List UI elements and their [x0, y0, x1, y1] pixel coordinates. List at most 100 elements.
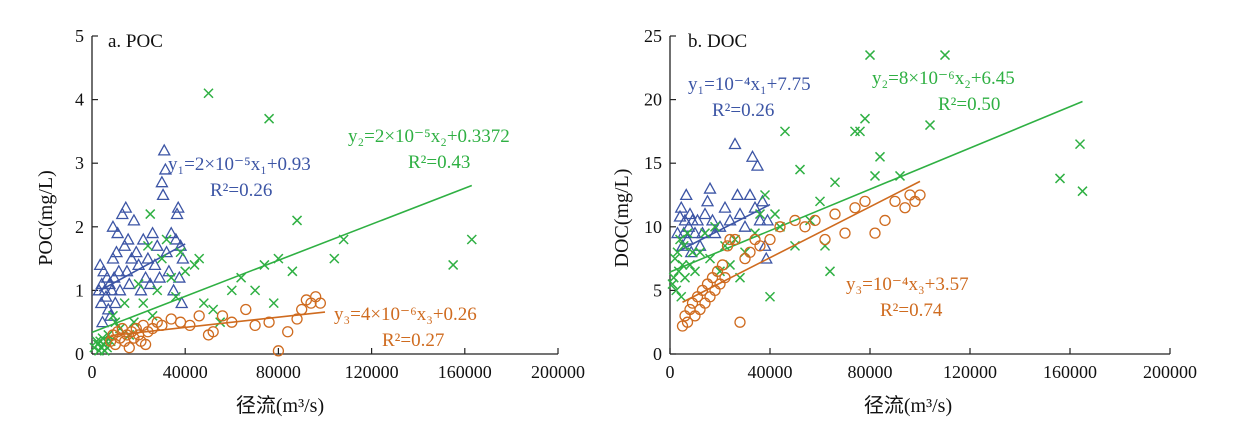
data-point	[166, 272, 177, 283]
data-point	[314, 297, 326, 309]
data-point	[764, 233, 776, 246]
x-tick-label: 80000	[256, 362, 301, 382]
data-point	[148, 258, 162, 271]
data-point	[869, 170, 881, 181]
x-tick-label: 0	[666, 362, 675, 382]
data-point	[296, 303, 308, 316]
data-point	[694, 247, 706, 258]
data-point	[118, 239, 132, 251]
data-point	[145, 226, 160, 239]
y-tick-label: 3	[75, 153, 84, 173]
data-point	[145, 209, 156, 220]
data-point	[703, 181, 717, 194]
data-point	[165, 313, 177, 325]
data-point	[171, 200, 185, 213]
equation-doc-series2-line2: R²=0.50	[938, 94, 1000, 115]
data-point	[754, 209, 766, 220]
data-point	[690, 213, 705, 226]
data-point	[681, 316, 694, 328]
data-point	[264, 113, 275, 124]
data-point	[263, 316, 275, 328]
x-tick-label: 160000	[1043, 362, 1097, 382]
data-point	[143, 277, 157, 290]
fit-line-series2-poc	[91, 184, 473, 334]
data-point	[138, 298, 149, 309]
data-point	[161, 234, 172, 245]
y-tick-label: 1	[75, 280, 84, 300]
axes-poc: 0 1 2 3 4 5 0 40000 80000 120000 160000 200000	[75, 26, 585, 382]
data-point	[769, 209, 781, 220]
marks-poc	[89, 88, 477, 357]
data-point	[272, 345, 285, 357]
data-point	[669, 253, 681, 264]
data-point	[699, 297, 711, 309]
data-point	[176, 251, 190, 264]
data-point	[708, 226, 722, 239]
data-point	[759, 189, 771, 201]
equation-doc-series1-line1: y₁=10⁻⁴x₁+7.75	[688, 74, 811, 95]
data-point	[169, 232, 183, 245]
data-point	[203, 88, 214, 99]
data-point	[709, 221, 721, 232]
data-point	[127, 213, 141, 226]
data-point	[115, 207, 129, 220]
data-point	[207, 326, 219, 338]
panel-title-poc: a. POC	[108, 31, 163, 52]
y-tick-label: 0	[653, 344, 662, 364]
data-point	[809, 214, 821, 227]
y-tick-label: 20	[644, 90, 662, 110]
data-point	[678, 213, 692, 226]
data-point	[97, 264, 111, 277]
data-point	[133, 279, 144, 290]
data-point	[105, 283, 119, 296]
series-series1-doc	[670, 137, 775, 264]
data-point	[694, 303, 706, 316]
data-point	[760, 213, 775, 226]
data-point	[128, 317, 139, 328]
data-point	[249, 319, 261, 332]
data-point	[754, 240, 766, 252]
data-point	[122, 277, 136, 290]
x-tick-label: 160000	[438, 362, 492, 382]
data-point	[789, 214, 801, 227]
data-point	[216, 310, 229, 322]
data-point	[152, 270, 167, 283]
data-point	[291, 313, 303, 325]
data-point	[682, 228, 693, 239]
panel-title-doc: b. DOC	[688, 31, 747, 52]
data-point	[889, 195, 901, 208]
fit-line-series3-poc	[110, 311, 326, 337]
data-point	[119, 200, 133, 213]
y-tick-label: 2	[75, 217, 84, 237]
data-point	[282, 326, 294, 338]
data-point	[874, 151, 886, 162]
data-point	[839, 227, 851, 239]
x-tick-label: 40000	[163, 362, 208, 382]
data-point	[141, 251, 155, 264]
equation-doc-series2-line1: y₂=8×10⁻⁶x₂+6.45	[872, 68, 1015, 89]
equation-poc-series3-line2: R²=0.27	[382, 330, 444, 351]
data-point	[142, 240, 153, 251]
data-point	[674, 234, 686, 245]
axes-doc: 0 5 10 15 20 25 0 40000 80000 120000 160000 200000	[644, 26, 1197, 382]
data-point	[689, 266, 701, 277]
data-point	[744, 246, 756, 258]
series-series3-doc	[676, 180, 926, 332]
equation-poc-series3-line1: y₃=4×10⁻⁶x₃+0.26	[334, 304, 477, 325]
y-axis-label-doc: DOC(mg/L)	[611, 169, 633, 268]
x-tick-label: 0	[88, 362, 97, 382]
fit-line-series3-doc	[682, 180, 921, 303]
data-point	[668, 272, 679, 283]
data-point	[734, 316, 746, 328]
y-tick-label: 5	[653, 280, 662, 300]
data-point	[687, 247, 698, 258]
data-point	[728, 137, 742, 150]
equation-doc-series3-line1: y₃=10⁻⁴x₃+3.57	[846, 274, 969, 295]
data-point	[680, 232, 695, 245]
data-point	[170, 207, 184, 220]
data-point	[729, 233, 741, 246]
data-point	[94, 296, 108, 309]
data-point	[95, 277, 109, 290]
data-point	[152, 285, 163, 296]
data-point	[226, 285, 237, 296]
